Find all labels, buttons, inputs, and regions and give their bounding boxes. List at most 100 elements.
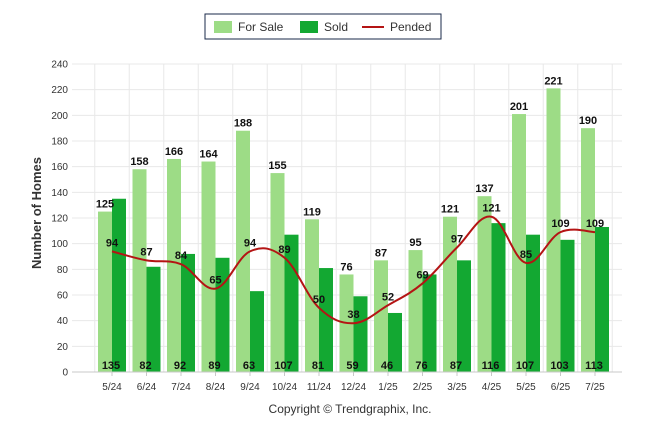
y-tick-label: 80 xyxy=(57,265,69,276)
bar-for-sale xyxy=(167,158,181,372)
x-tick-label: 2/25 xyxy=(413,382,433,393)
data-label-for-sale: 190 xyxy=(579,115,597,127)
bar-sold xyxy=(112,198,126,372)
y-tick-label: 100 xyxy=(51,239,68,250)
legend: For Sale Sold Pended xyxy=(204,13,442,40)
data-label-sold: 81 xyxy=(312,360,324,372)
bar-sold xyxy=(250,291,264,372)
data-label-sold: 135 xyxy=(102,360,120,372)
data-label-pended: 121 xyxy=(482,203,500,215)
y-tick-label: 140 xyxy=(51,188,68,199)
data-label-for-sale: 201 xyxy=(510,101,528,113)
bar-for-sale xyxy=(374,260,388,372)
y-tick-label: 0 xyxy=(62,368,68,379)
bar-sold xyxy=(560,239,575,372)
bar-sold xyxy=(319,268,333,372)
data-label-sold: 107 xyxy=(516,360,534,372)
legend-label-sold: Sold xyxy=(324,20,348,34)
data-label-for-sale: 137 xyxy=(475,183,493,195)
data-label-for-sale: 155 xyxy=(268,160,286,172)
data-label-for-sale: 95 xyxy=(409,237,421,249)
data-label-sold: 92 xyxy=(174,360,186,372)
data-label-for-sale: 166 xyxy=(165,146,183,158)
data-label-sold: 107 xyxy=(274,360,292,372)
data-label-pended: 94 xyxy=(106,237,119,249)
data-label-for-sale: 188 xyxy=(234,118,252,130)
bar-sold xyxy=(146,266,161,372)
x-tick-label: 7/25 xyxy=(585,382,605,393)
grid-lines xyxy=(72,63,622,373)
legend-label-pended: Pended xyxy=(390,20,431,34)
bar-for-sale xyxy=(270,173,285,372)
legend-swatch-for-sale xyxy=(214,21,232,33)
bar-for-sale xyxy=(581,128,595,372)
bar-sold xyxy=(353,296,368,372)
x-tick-label: 5/25 xyxy=(516,382,536,393)
bar-for-sale xyxy=(512,114,526,373)
bar-for-sale xyxy=(132,169,147,372)
bar-sold xyxy=(491,223,506,372)
axes: 0 20 40 60 80 100 120 140 160 180 200 220 240 5/24 6/2… xyxy=(51,60,622,393)
copyright-text: Copyright © Trendgraphix, Inc. xyxy=(269,402,432,416)
bar-sold xyxy=(595,226,609,372)
pended-series-line xyxy=(111,215,596,325)
y-tick-label: 40 xyxy=(57,316,69,327)
x-tick-label: 12/24 xyxy=(341,382,366,393)
data-label-for-sale: 221 xyxy=(544,75,562,87)
y-tick-label: 180 xyxy=(51,137,68,148)
x-tick-label: 3/25 xyxy=(447,382,467,393)
data-label-for-sale: 76 xyxy=(340,261,352,273)
bar-for-sale xyxy=(443,216,457,372)
bar-sold xyxy=(284,234,299,372)
x-tick-label: 8/24 xyxy=(206,382,226,393)
bar-sold xyxy=(457,260,471,372)
y-tick-label: 200 xyxy=(51,111,68,122)
data-label-sold: 59 xyxy=(346,360,358,372)
bar-sold xyxy=(181,253,195,372)
data-label-pended: 109 xyxy=(551,218,569,230)
data-labels: 125 135 158 82 166 92 164 89 188 63 155 107 119 81 76 5… xyxy=(96,75,604,372)
y-tick-label: 120 xyxy=(51,214,68,225)
data-label-sold: 82 xyxy=(139,360,151,372)
bar-for-sale xyxy=(236,130,250,372)
x-tick-label: 1/25 xyxy=(378,382,398,393)
bar-for-sale xyxy=(98,211,112,372)
legend-box xyxy=(204,13,442,40)
bar-for-sale xyxy=(408,250,423,372)
x-tick-label: 6/25 xyxy=(551,382,571,393)
data-label-sold: 46 xyxy=(381,360,393,372)
data-label-pended: 84 xyxy=(175,250,188,262)
data-label-for-sale: 125 xyxy=(96,199,114,211)
legend-swatch-sold xyxy=(300,21,318,33)
y-axis-label: Number of Homes xyxy=(29,157,44,269)
data-label-pended: 52 xyxy=(382,291,394,303)
data-label-for-sale: 164 xyxy=(199,149,218,161)
data-label-sold: 103 xyxy=(550,360,568,372)
data-label-pended: 85 xyxy=(520,249,532,261)
data-label-sold: 87 xyxy=(450,360,462,372)
data-label-sold: 63 xyxy=(243,360,255,372)
x-tick-label: 4/25 xyxy=(482,382,502,393)
pended-line xyxy=(111,215,596,325)
y-tick-label: 160 xyxy=(51,162,68,173)
data-label-for-sale: 121 xyxy=(441,204,459,216)
data-label-pended: 97 xyxy=(451,234,463,246)
x-tick-label: 5/24 xyxy=(102,382,122,393)
data-label-for-sale: 119 xyxy=(303,206,321,218)
data-label-pended: 65 xyxy=(209,275,221,287)
bars xyxy=(98,88,609,373)
bar-for-sale xyxy=(477,196,492,372)
data-label-sold: 113 xyxy=(585,360,603,372)
y-tick-label: 20 xyxy=(57,342,69,353)
data-label-pended: 69 xyxy=(416,269,428,281)
bar-sold xyxy=(388,312,402,372)
data-label-pended: 50 xyxy=(313,294,325,306)
y-tick-label: 240 xyxy=(51,60,68,71)
data-label-sold: 89 xyxy=(208,360,220,372)
data-label-sold: 116 xyxy=(482,360,500,372)
data-label-pended: 87 xyxy=(140,246,152,258)
data-label-for-sale: 87 xyxy=(375,247,387,259)
bar-for-sale xyxy=(305,219,319,372)
data-label-pended: 94 xyxy=(244,237,257,249)
